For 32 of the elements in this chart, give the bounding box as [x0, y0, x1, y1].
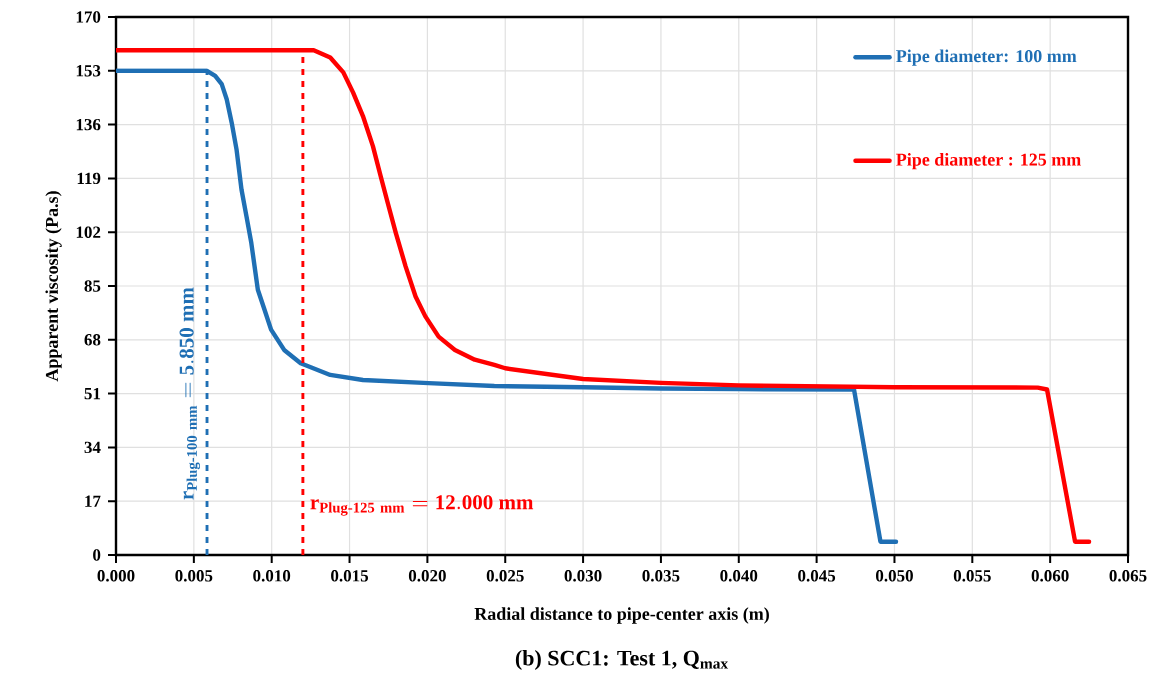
y-tick-label: 170 [76, 11, 101, 23]
x-tick-label: 0.050 [876, 570, 913, 582]
y-tick-label: 119 [77, 172, 101, 185]
x-tick-label: 0.045 [798, 570, 836, 582]
x-tick-label: 0.060 [1031, 570, 1069, 582]
x-tick-label: 0.010 [253, 570, 291, 582]
x-axis-title: Radial distance to pipe-center axis (m) [474, 607, 769, 624]
y-tick-label: 136 [76, 118, 101, 131]
text: (b) SCC1: Test 1, Q$_{max}$ [515, 650, 729, 670]
ref-line-label: $\mathbf{r_{Plug\text{-}100\ mm} = 5.850\ mm}$ [179, 287, 201, 500]
y-axis-title: Apparent viscosity (Pa.s) [45, 191, 62, 382]
y-tick-label: 0 [93, 549, 101, 561]
y-tick-label: 85 [84, 280, 101, 292]
x-tick-label: 0.000 [97, 570, 135, 582]
x-tick-label: 0.015 [331, 570, 369, 582]
y-tick-label: 34 [84, 441, 101, 454]
y-tick-label: 153 [76, 65, 101, 77]
x-tick-label: 0.025 [486, 570, 524, 582]
x-tick-label: 0.020 [408, 570, 446, 582]
y-tick-label: 51 [84, 387, 101, 400]
ref-line-label: $\mathbf{r_{Plug\text{-}125\ mm} = 12.000\ mm}$ [310, 495, 534, 516]
x-tick-label: 0.005 [175, 570, 213, 582]
x-tick-label: 0.030 [564, 570, 602, 582]
y-tick-label: 102 [76, 226, 101, 238]
y-tick-label: 68 [84, 334, 101, 346]
x-tick-label: 0.055 [953, 570, 991, 582]
y-tick-label: 17 [85, 495, 101, 507]
x-tick-label: 0.065 [1109, 570, 1147, 582]
legend-label: Pipe diameter: 100 mm [896, 49, 1077, 66]
legend-label: Pipe diameter : 125 mm [896, 153, 1081, 170]
x-tick-label: 0.035 [642, 570, 680, 582]
x-tick-label: 0.040 [720, 570, 758, 582]
